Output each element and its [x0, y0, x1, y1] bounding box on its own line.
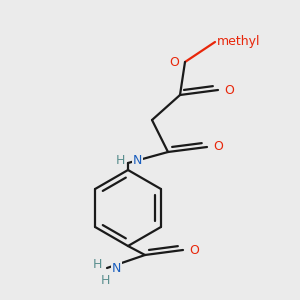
Text: O: O — [213, 140, 223, 154]
Text: N: N — [112, 262, 122, 275]
Text: O: O — [224, 83, 234, 97]
Text: H: H — [93, 259, 102, 272]
Text: O: O — [169, 56, 179, 68]
Text: H: H — [100, 274, 110, 286]
Text: H: H — [116, 154, 125, 167]
Text: N: N — [133, 154, 142, 167]
Text: O: O — [189, 244, 199, 256]
Text: methyl: methyl — [217, 35, 260, 49]
